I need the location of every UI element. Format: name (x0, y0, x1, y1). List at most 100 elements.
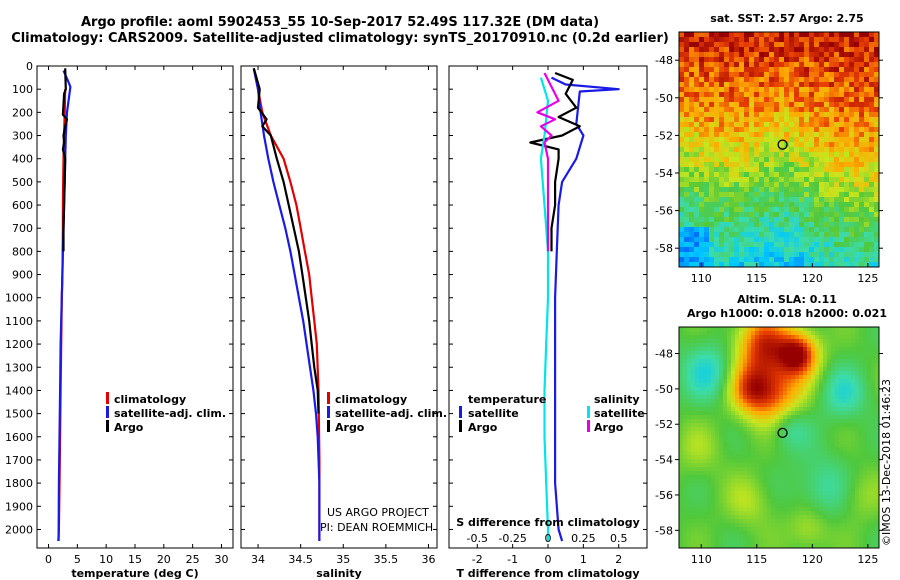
map-cell (683, 403, 688, 408)
map-cell (683, 395, 688, 400)
map-cell (743, 395, 748, 400)
map-cell (719, 471, 724, 476)
map-cell (794, 152, 800, 158)
map-cell (754, 247, 760, 253)
map-cell (835, 427, 840, 432)
map-cell (711, 435, 716, 440)
map-cell (855, 435, 860, 440)
map-cell (734, 52, 740, 58)
map-cell (731, 399, 736, 404)
map-cell (754, 112, 760, 118)
map-cell (834, 257, 840, 263)
map-cell (699, 167, 705, 173)
map-cell (764, 157, 770, 163)
map-cell (744, 187, 750, 193)
map-cell (734, 62, 740, 68)
map-cell (855, 395, 860, 400)
map-cell (714, 252, 720, 258)
map-cell (763, 343, 768, 348)
map-cell (751, 527, 756, 532)
map-cell (815, 495, 820, 500)
map-cell (699, 415, 704, 420)
map-cell (779, 483, 784, 488)
map-cell (835, 347, 840, 352)
map-cell (734, 232, 740, 238)
map-cell (739, 157, 745, 163)
map-cell (824, 152, 830, 158)
map-cell (804, 107, 810, 113)
map-cell (683, 519, 688, 524)
map-cell (803, 511, 808, 516)
map-cell (803, 415, 808, 420)
map-cell (749, 72, 755, 78)
map-cell (863, 367, 868, 372)
legend-label-temp-argo: Argo (468, 421, 498, 434)
map-cell (839, 435, 844, 440)
map-cell (684, 237, 690, 243)
map-cell (794, 192, 800, 198)
map-cell (711, 339, 716, 344)
map-cell (707, 407, 712, 412)
map-cell (795, 355, 800, 360)
map-cell (679, 187, 685, 193)
map-cell (859, 252, 865, 258)
map-cell (769, 207, 775, 213)
map-cell (871, 427, 876, 432)
map-cell (689, 222, 695, 228)
map-cell (824, 217, 830, 223)
map-cell (835, 475, 840, 480)
map-cell (787, 515, 792, 520)
map-cell (769, 107, 775, 113)
map-cell (691, 371, 696, 376)
map-cell (739, 543, 744, 548)
map-cell (709, 122, 715, 128)
map-cell (795, 503, 800, 508)
legend-swatch-temp-satellite (459, 406, 462, 418)
map-cell (683, 407, 688, 412)
map-cell (791, 543, 796, 548)
map-cell (727, 407, 732, 412)
map-cell (779, 132, 785, 138)
map-cell (731, 479, 736, 484)
map-cell (851, 483, 856, 488)
map-cell (859, 117, 865, 123)
map-cell (799, 459, 804, 464)
map-cell (809, 232, 815, 238)
map-cell (814, 32, 820, 38)
map-cell (823, 479, 828, 484)
map-cell (863, 459, 868, 464)
map-cell (703, 523, 708, 528)
map-cell (811, 475, 816, 480)
map-cell (809, 182, 815, 188)
y-tick-label: 100 (12, 83, 33, 96)
map-cell (819, 72, 825, 78)
map-cell (819, 257, 825, 263)
map-cell (839, 242, 845, 248)
y-tick-label: 0 (26, 60, 33, 73)
map-cell (829, 162, 835, 168)
map-cell (875, 523, 880, 528)
map-cell (811, 463, 816, 468)
map-cell (731, 331, 736, 336)
map-cell (699, 383, 704, 388)
map-cell (839, 427, 844, 432)
map-cell (871, 487, 876, 492)
map-cell (774, 32, 780, 38)
map-cell (724, 197, 730, 203)
map-cell (804, 87, 810, 93)
map-cell (851, 351, 856, 356)
map-cell (795, 439, 800, 444)
map-cell (735, 507, 740, 512)
map-cell (784, 92, 790, 98)
map-cell (707, 479, 712, 484)
map-cell (723, 403, 728, 408)
map-cell (859, 247, 865, 253)
map-cell (695, 403, 700, 408)
map-cell (799, 351, 804, 356)
map-cell (691, 367, 696, 372)
map-cell (829, 47, 835, 53)
map-cell (851, 379, 856, 384)
map-cell (699, 379, 704, 384)
map-cell (703, 347, 708, 352)
map-cell (699, 491, 704, 496)
